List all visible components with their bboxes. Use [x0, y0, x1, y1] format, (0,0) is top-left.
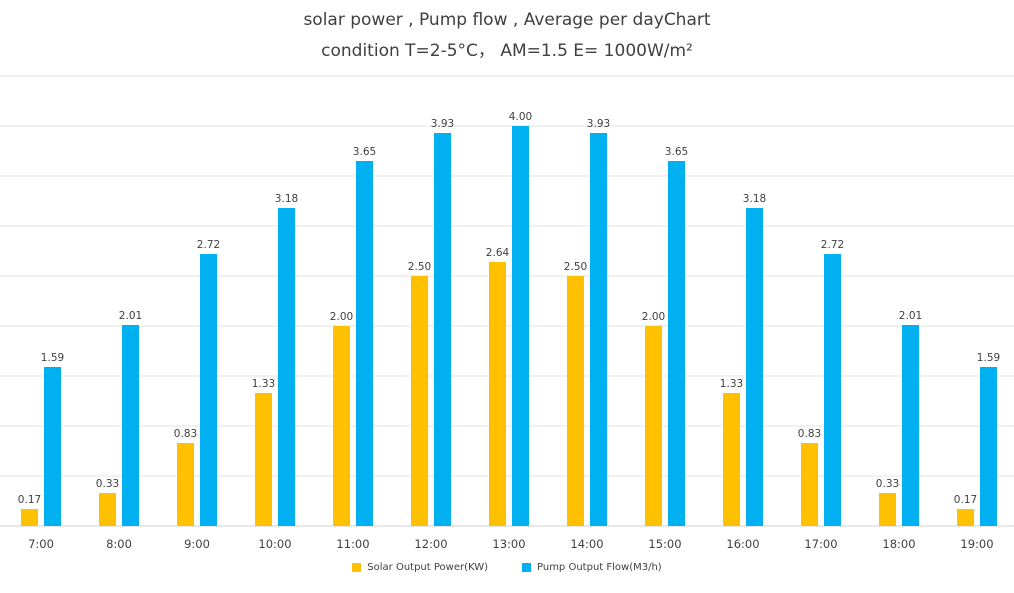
x-tick-label: 17:00 — [804, 537, 837, 551]
data-label: 0.17 — [18, 494, 41, 506]
data-label: 2.00 — [642, 311, 665, 323]
x-tick-label: 8:00 — [106, 537, 132, 551]
x-tick-label: 12:00 — [414, 537, 447, 551]
bar-pump — [122, 325, 139, 526]
data-label: 1.59 — [41, 352, 64, 364]
bar-solar — [99, 493, 116, 526]
legend-item-pump: Pump Output Flow(M3/h) — [522, 562, 662, 573]
data-label: 0.33 — [96, 478, 119, 490]
bar-solar — [489, 262, 506, 526]
legend-swatch-solar — [352, 563, 362, 572]
data-label: 0.17 — [954, 494, 977, 506]
legend-label-solar: Solar Output Power(KW) — [367, 562, 488, 573]
data-label: 2.00 — [330, 311, 353, 323]
data-label: 2.01 — [119, 310, 142, 322]
bar-solar — [177, 443, 194, 526]
x-tick-label: 18:00 — [882, 537, 915, 551]
data-label: 0.33 — [876, 478, 899, 490]
bar-solar — [957, 509, 974, 526]
bar-solar — [411, 276, 428, 526]
legend-label-pump: Pump Output Flow(M3/h) — [537, 562, 662, 573]
data-label: 3.65 — [353, 146, 376, 158]
bar-solar — [21, 509, 38, 526]
bar-solar — [801, 443, 818, 526]
data-label: 1.59 — [977, 352, 1000, 364]
bar-solar — [879, 493, 896, 526]
bar-solar — [333, 326, 350, 526]
chart-title: solar power , Pump flow , Average per da… — [303, 10, 711, 30]
bar-pump — [590, 133, 607, 526]
data-label: 3.93 — [431, 118, 454, 130]
data-label: 3.93 — [587, 118, 610, 130]
x-tick-label: 16:00 — [726, 537, 759, 551]
x-tick-label: 10:00 — [258, 537, 291, 551]
data-label: 4.00 — [509, 111, 532, 123]
data-label: 3.18 — [743, 193, 766, 205]
bar-pump — [434, 133, 451, 526]
data-label: 3.65 — [665, 146, 688, 158]
bar-pump — [668, 161, 685, 526]
data-label: 0.83 — [174, 428, 197, 440]
data-label: 2.50 — [564, 261, 587, 273]
chart-subtitle: condition T=2-5°C， AM=1.5 E= 1000W/m² — [321, 41, 693, 61]
data-label: 2.72 — [821, 239, 844, 251]
bar-pump — [980, 367, 997, 526]
bar-solar — [255, 393, 272, 526]
bar-solar — [567, 276, 584, 526]
x-tick-label: 19:00 — [960, 537, 993, 551]
x-tick-label: 14:00 — [570, 537, 603, 551]
x-tick-label: 15:00 — [648, 537, 681, 551]
legend-swatch-pump — [522, 563, 531, 572]
x-tick-label: 13:00 — [492, 537, 525, 551]
data-label: 0.83 — [798, 428, 821, 440]
bar-pump — [902, 325, 919, 526]
bar-pump — [746, 208, 763, 526]
bar-pump — [512, 126, 529, 526]
data-label: 1.33 — [720, 378, 743, 390]
data-label: 2.72 — [197, 239, 220, 251]
bar-pump — [200, 254, 217, 526]
data-label: 2.01 — [899, 310, 922, 322]
bar-pump — [278, 208, 295, 526]
x-tick-label: 7:00 — [28, 537, 54, 551]
data-label: 2.50 — [408, 261, 431, 273]
legend-item-solar: Solar Output Power(KW) — [352, 562, 488, 573]
bar-pump — [356, 161, 373, 526]
bar-solar — [723, 393, 740, 526]
data-label: 3.18 — [275, 193, 298, 205]
x-tick-label: 11:00 — [336, 537, 369, 551]
bar-solar — [645, 326, 662, 526]
data-label: 2.64 — [486, 247, 510, 259]
bar-pump — [824, 254, 841, 526]
x-tick-label: 9:00 — [184, 537, 210, 551]
bar-pump — [44, 367, 61, 526]
data-label: 1.33 — [252, 378, 275, 390]
chart-legend: Solar Output Power(KW) Pump Output Flow(… — [0, 562, 1014, 573]
